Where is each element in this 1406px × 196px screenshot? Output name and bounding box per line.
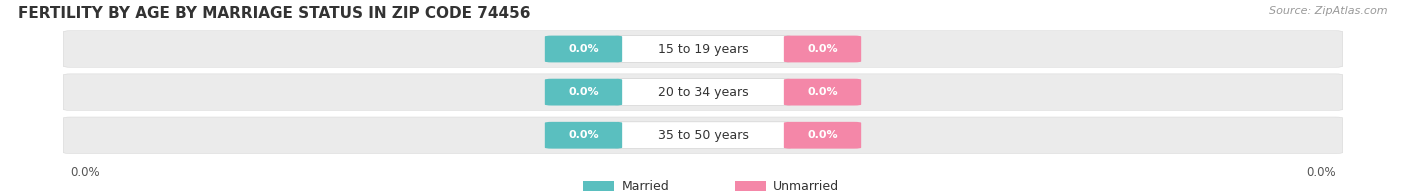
Text: 0.0%: 0.0% [568,130,599,140]
Text: Unmarried: Unmarried [773,180,839,193]
Text: 0.0%: 0.0% [807,44,838,54]
Text: FERTILITY BY AGE BY MARRIAGE STATUS IN ZIP CODE 74456: FERTILITY BY AGE BY MARRIAGE STATUS IN Z… [18,6,531,21]
Text: 0.0%: 0.0% [807,130,838,140]
FancyBboxPatch shape [63,31,1343,67]
Text: 15 to 19 years: 15 to 19 years [658,43,748,55]
FancyBboxPatch shape [546,79,621,105]
Text: 20 to 34 years: 20 to 34 years [658,86,748,99]
Text: Source: ZipAtlas.com: Source: ZipAtlas.com [1270,6,1388,16]
FancyBboxPatch shape [616,36,790,62]
Text: 0.0%: 0.0% [807,87,838,97]
Text: 0.0%: 0.0% [1306,166,1336,179]
FancyBboxPatch shape [63,74,1343,110]
Text: 0.0%: 0.0% [568,44,599,54]
FancyBboxPatch shape [63,117,1343,153]
FancyBboxPatch shape [546,36,621,62]
FancyBboxPatch shape [735,181,766,191]
FancyBboxPatch shape [785,122,860,149]
FancyBboxPatch shape [616,79,790,105]
FancyBboxPatch shape [583,181,614,191]
FancyBboxPatch shape [616,122,790,149]
Text: 35 to 50 years: 35 to 50 years [658,129,748,142]
FancyBboxPatch shape [546,122,621,149]
Text: Married: Married [621,180,669,193]
FancyBboxPatch shape [785,79,860,105]
FancyBboxPatch shape [785,36,860,62]
Text: 0.0%: 0.0% [70,166,100,179]
Text: 0.0%: 0.0% [568,87,599,97]
